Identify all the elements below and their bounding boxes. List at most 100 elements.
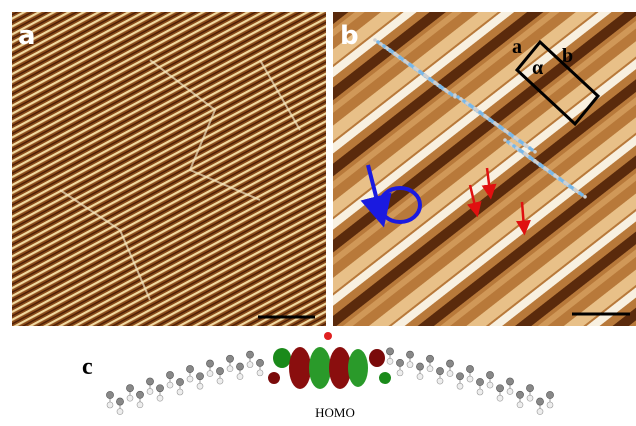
hydrogen: [507, 388, 513, 394]
atom: [408, 63, 412, 67]
hydrogen: [547, 402, 553, 408]
carbon: [476, 378, 483, 385]
carbon: [106, 391, 113, 398]
hydrogen: [407, 362, 413, 368]
hydrogen: [437, 378, 443, 384]
atom: [433, 81, 437, 85]
atom: [398, 55, 402, 59]
atom: [465, 101, 469, 105]
carbon: [136, 391, 143, 398]
hydrogen: [117, 409, 123, 415]
atom: [543, 166, 547, 170]
hydrogen: [517, 402, 523, 408]
atom: [515, 146, 519, 150]
stm-image-a: [12, 12, 326, 326]
hydrogen: [177, 389, 183, 395]
panel-label: b: [340, 21, 359, 51]
atom: [506, 140, 510, 144]
atom: [376, 40, 380, 44]
atom: [578, 191, 582, 195]
atom: [503, 138, 507, 142]
figure: a b a b α c HOMO: [0, 0, 636, 426]
atom: [478, 110, 482, 114]
hydrogen: [127, 395, 133, 401]
atom: [468, 103, 472, 107]
carbon: [166, 371, 173, 378]
atom: [403, 59, 407, 63]
hydrogen: [467, 376, 473, 382]
hydrogen: [157, 395, 163, 401]
hydrogen: [477, 389, 483, 395]
carbon: [546, 391, 553, 398]
hydrogen: [227, 366, 233, 372]
carbon: [216, 367, 223, 374]
atom: [553, 173, 557, 177]
hydrogen: [247, 362, 253, 368]
hydrogen: [427, 366, 433, 372]
carbon: [186, 365, 193, 372]
hydrogen: [457, 383, 463, 389]
atom: [528, 146, 532, 150]
atom: [528, 155, 532, 159]
atom: [459, 97, 463, 101]
atom: [518, 139, 522, 143]
atom: [438, 84, 442, 88]
atom: [388, 48, 392, 52]
hydrogen: [387, 358, 393, 364]
panel-label: c: [82, 354, 93, 380]
atom: [443, 88, 447, 92]
carbon: [226, 355, 233, 362]
atom: [509, 142, 513, 146]
carbon: [436, 367, 443, 374]
carbon: [196, 373, 203, 380]
hydrogen: [527, 395, 533, 401]
hydrogen: [217, 378, 223, 384]
atom: [385, 46, 389, 50]
carbon: [246, 351, 253, 358]
carbon: [156, 385, 163, 392]
carbon: [426, 355, 433, 362]
carbon: [446, 360, 453, 367]
atom: [373, 38, 377, 42]
carbon: [466, 365, 473, 372]
hydrogen: [537, 409, 543, 415]
hydrogen: [257, 370, 263, 376]
carbon: [486, 371, 493, 378]
atom: [563, 181, 567, 185]
atom: [558, 177, 562, 181]
hydrogen: [237, 374, 243, 380]
atom: [573, 188, 577, 192]
atom: [428, 77, 432, 81]
carbon: [496, 385, 503, 392]
carbon: [256, 359, 263, 366]
carbon: [406, 351, 413, 358]
atom: [473, 107, 477, 111]
atom: [538, 163, 542, 167]
atom: [518, 148, 522, 152]
hydrogen: [497, 395, 503, 401]
atom: [548, 170, 552, 174]
orbital-caption: HOMO: [315, 405, 355, 420]
carbon: [236, 363, 243, 370]
carbon: [516, 391, 523, 398]
hydrogen: [107, 402, 113, 408]
panel-label: a: [18, 21, 36, 51]
cell-label: b: [562, 45, 573, 67]
carbon: [116, 398, 123, 405]
atom: [493, 121, 497, 125]
atom: [523, 152, 527, 156]
atom: [533, 159, 537, 163]
hydrogen: [147, 388, 153, 394]
atom: [456, 95, 460, 99]
atom: [393, 52, 397, 56]
orbital-lobes: [268, 332, 391, 389]
atom: [498, 125, 502, 129]
atom: [533, 150, 537, 154]
carbon: [146, 378, 153, 385]
hydrogen: [187, 376, 193, 382]
atom: [512, 144, 516, 148]
stm-image-b: [333, 12, 636, 326]
carbon: [526, 385, 533, 392]
atom: [583, 195, 587, 199]
atom: [503, 128, 507, 132]
